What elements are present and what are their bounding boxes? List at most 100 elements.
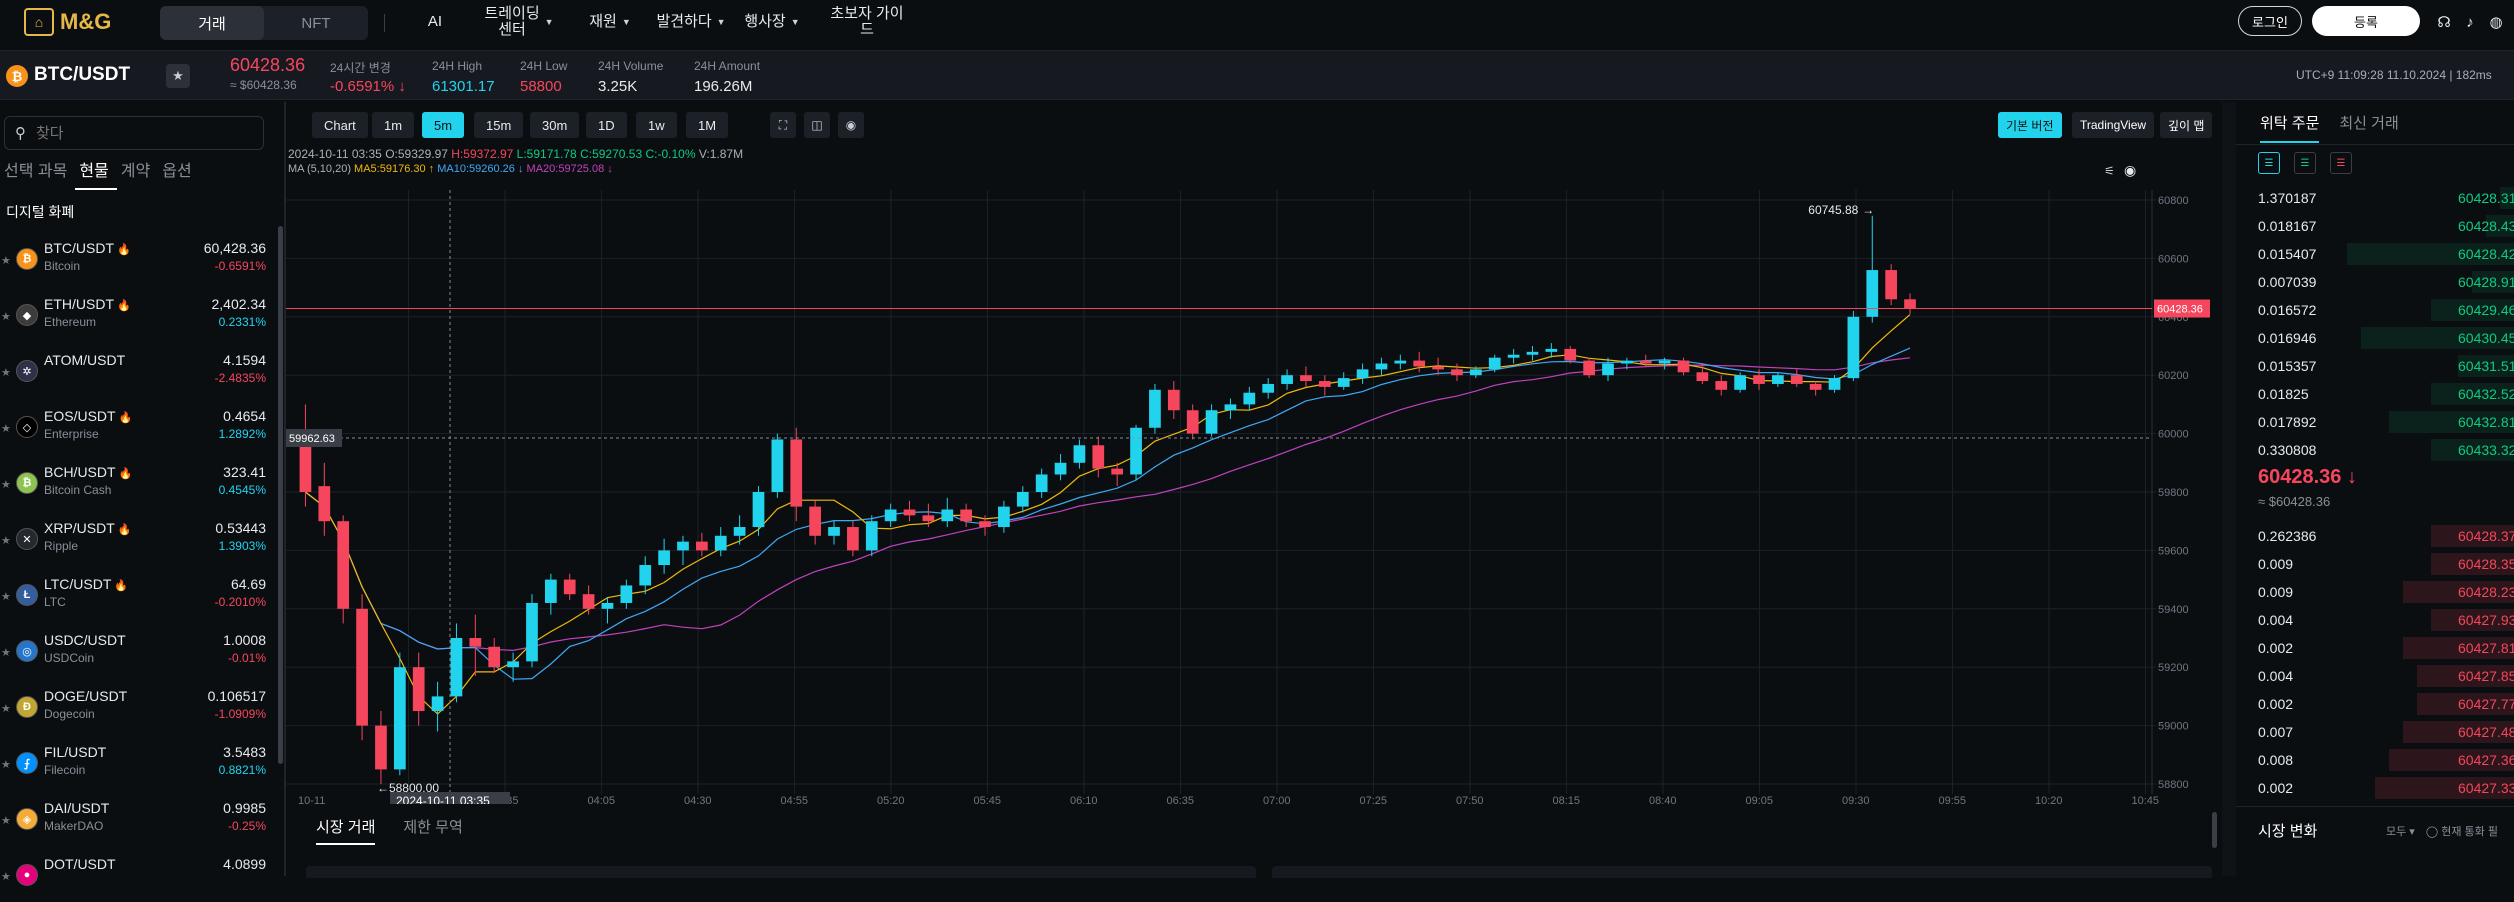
chart-settings-icon[interactable]: ⚟ xyxy=(2104,164,2115,178)
tab-options[interactable]: 옵션 xyxy=(162,163,192,180)
ask-row[interactable]: 1.370187 60428.31 xyxy=(2236,184,2514,212)
coin-row[interactable]: ★ ◇ EOS/USDT 🔥 Enterprise 0.4654 1.2892% xyxy=(0,398,280,454)
favorite-star-icon[interactable]: ★ xyxy=(1,815,11,827)
bid-row[interactable]: 0.009 60428.35 xyxy=(2236,550,2514,578)
bid-row[interactable]: 0.007 60427.48 xyxy=(2236,718,2514,746)
favorite-star-icon[interactable]: ★ xyxy=(1,255,11,267)
coin-row[interactable]: ★ ✲ ATOM/USDT 4.1594 -2.4835% xyxy=(0,342,280,398)
chart-scrollbar[interactable] xyxy=(2212,812,2217,848)
headset-icon[interactable]: ☊ xyxy=(2437,14,2451,31)
interval-1d-button[interactable]: 1D xyxy=(586,112,627,138)
ask-row[interactable]: 0.017892 60432.81 xyxy=(2236,408,2514,436)
interval-15m-button[interactable]: 15m xyxy=(474,112,524,138)
favorite-star-icon[interactable]: ★ xyxy=(1,871,11,883)
coin-pair: ETH/USDT 🔥 xyxy=(44,296,131,312)
coin-row[interactable]: ★ ● DOT/USDT 4.0899 xyxy=(0,846,280,902)
tab-limit-trade[interactable]: 제한 무역 xyxy=(403,819,463,836)
interval-1w-button[interactable]: 1w xyxy=(636,112,677,138)
favorite-star-icon[interactable]: ★ xyxy=(1,703,11,715)
ask-row[interactable]: 0.015357 60431.51 xyxy=(2236,352,2514,380)
favorite-star-icon[interactable]: ★ xyxy=(1,311,11,323)
coin-row[interactable]: ★ Ð DOGE/USDT Dogecoin 0.106517 -1.0909% xyxy=(0,678,280,734)
eye-icon[interactable]: ◉ xyxy=(2124,162,2137,178)
favorite-star-icon[interactable]: ★ xyxy=(1,759,11,771)
coin-row[interactable]: ★ ₿ BCH/USDT 🔥 Bitcoin Cash 323.41 0.4545% xyxy=(0,454,280,510)
coin-row[interactable]: ★ ✕ XRP/USDT 🔥 Ripple 0.53443 1.3903% xyxy=(0,510,280,566)
coin-row[interactable]: ★ Ł LTC/USDT 🔥 LTC 64.69 -0.2010% xyxy=(0,566,280,622)
candle-body xyxy=(1526,351,1539,355)
login-button[interactable]: 로그인 xyxy=(2238,6,2302,36)
pair-name[interactable]: BTC/USDT xyxy=(34,64,131,85)
coin-row[interactable]: ★ ₿ BTC/USDT 🔥 Bitcoin 60,428.36 -0.6591% xyxy=(0,230,280,286)
interval-1m-button[interactable]: 1m xyxy=(372,112,415,138)
ask-row[interactable]: 0.018167 60428.43 xyxy=(2236,212,2514,240)
bid-row[interactable]: 0.002 60427.77 xyxy=(2236,690,2514,718)
ask-row[interactable]: 0.330808 60433.32 xyxy=(2236,436,2514,464)
nav-trading-center[interactable]: 트레이딩 센터 ▼ xyxy=(474,0,564,44)
coin-row[interactable]: ★ ◆ ETH/USDT 🔥 Ethereum 2,402.34 0.2331% xyxy=(0,286,280,342)
tab-nft[interactable]: NFT xyxy=(301,14,331,32)
ask-row[interactable]: 0.016572 60429.46 xyxy=(2236,296,2514,324)
depth-map-button[interactable]: 깊이 맵 xyxy=(2160,112,2213,138)
ask-row[interactable]: 0.01825 60432.52 xyxy=(2236,380,2514,408)
candle xyxy=(1790,369,1803,387)
coin-price: 3.5483 xyxy=(223,744,266,760)
tab-trade[interactable]: 거래 xyxy=(160,6,264,40)
coin-row[interactable]: ★ ◈ DAI/USDT MakerDAO 0.9985 -0.25% xyxy=(0,790,280,846)
chart-type-button[interactable]: Chart xyxy=(312,112,368,138)
candle-body xyxy=(1885,270,1898,300)
camera-icon[interactable]: ◉ xyxy=(838,112,864,138)
tab-favorites[interactable]: 선택 과목 xyxy=(4,163,68,180)
view-bids-icon[interactable]: ☰ xyxy=(2294,152,2316,174)
nav-finance[interactable]: 재원 ▼ xyxy=(580,0,640,44)
bid-row[interactable]: 0.262386 60428.37 xyxy=(2236,522,2514,550)
market-filter-select[interactable]: 모두 ▾ xyxy=(2386,826,2415,838)
favorite-star-icon[interactable]: ★ xyxy=(1,591,11,603)
favorite-star-icon[interactable]: ★ xyxy=(1,367,11,379)
register-button[interactable]: 등록 xyxy=(2312,6,2420,36)
tradingview-button[interactable]: TradingView xyxy=(2072,112,2155,138)
bid-row[interactable]: 0.004 60427.93 xyxy=(2236,606,2514,634)
favorite-star-icon[interactable]: ★ xyxy=(1,479,11,491)
nav-events[interactable]: 행사장 ▼ xyxy=(742,0,802,44)
interval-5m-button[interactable]: 5m xyxy=(422,112,465,138)
brand-logo[interactable]: ⌂ M&G xyxy=(24,8,111,36)
ask-row[interactable]: 0.007039 60428.91 xyxy=(2236,268,2514,296)
sidebar-scrollbar[interactable] xyxy=(278,226,283,764)
bid-row[interactable]: 0.008 60427.36 xyxy=(2236,746,2514,774)
checkbox-icon[interactable]: ◯ xyxy=(2425,826,2439,838)
nav-ai[interactable]: AI xyxy=(420,0,450,44)
tab-spot[interactable]: 현물 xyxy=(75,160,117,190)
interval-1mo-button[interactable]: 1M xyxy=(686,112,729,138)
bid-row[interactable]: 0.004 60427.85 xyxy=(2236,662,2514,690)
tab-contract[interactable]: 계약 xyxy=(120,163,151,180)
tab-market-trade[interactable]: 시장 거래 xyxy=(316,816,376,845)
coin-row[interactable]: ★ ⨍ FIL/USDT Filecoin 3.5483 0.8821% xyxy=(0,734,280,790)
nav-beginner-guide[interactable]: 초보자 가이 드 xyxy=(822,0,912,44)
tab-order-book[interactable]: 위탁 주문 xyxy=(2260,112,2320,143)
fullscreen-icon[interactable]: ⛶ xyxy=(770,112,796,138)
bid-row[interactable]: 0.009 60428.23 xyxy=(2236,578,2514,606)
favorite-star-icon[interactable]: ★ xyxy=(1,423,11,435)
ask-row[interactable]: 0.015407 60428.42 xyxy=(2236,240,2514,268)
order-qty: 0.004 xyxy=(2258,668,2294,684)
tab-latest-trades[interactable]: 최신 거래 xyxy=(2339,115,2399,132)
bid-row[interactable]: 0.002 60427.81 xyxy=(2236,634,2514,662)
candlestick-chart[interactable]: 6080060600604006020060000598005960059400… xyxy=(286,104,2222,804)
view-both-icon[interactable]: ☰ xyxy=(2258,152,2280,174)
interval-30m-button[interactable]: 30m xyxy=(530,112,580,138)
globe-icon[interactable]: ◍ xyxy=(2489,14,2503,31)
coin-row[interactable]: ★ ◎ USDC/USDT USDCoin 1.0008 -0.01% xyxy=(0,622,280,678)
favorite-star-icon[interactable]: ★ xyxy=(166,64,190,88)
ask-row[interactable]: 0.016946 60430.45 xyxy=(2236,324,2514,352)
favorite-star-icon[interactable]: ★ xyxy=(1,535,11,547)
view-asks-icon[interactable]: ☰ xyxy=(2330,152,2352,174)
nav-discover[interactable]: 발견하다 ▼ xyxy=(648,0,734,44)
bid-row[interactable]: 0.002 60427.33 xyxy=(2236,774,2514,802)
search-input[interactable] xyxy=(36,124,236,142)
basic-version-button[interactable]: 기본 버전 xyxy=(1998,112,2062,138)
indicator-icon[interactable]: ◫ xyxy=(804,112,830,138)
bell-icon[interactable]: ♪ xyxy=(2466,13,2474,31)
order-qty: 0.004 xyxy=(2258,612,2294,628)
favorite-star-icon[interactable]: ★ xyxy=(1,647,11,659)
